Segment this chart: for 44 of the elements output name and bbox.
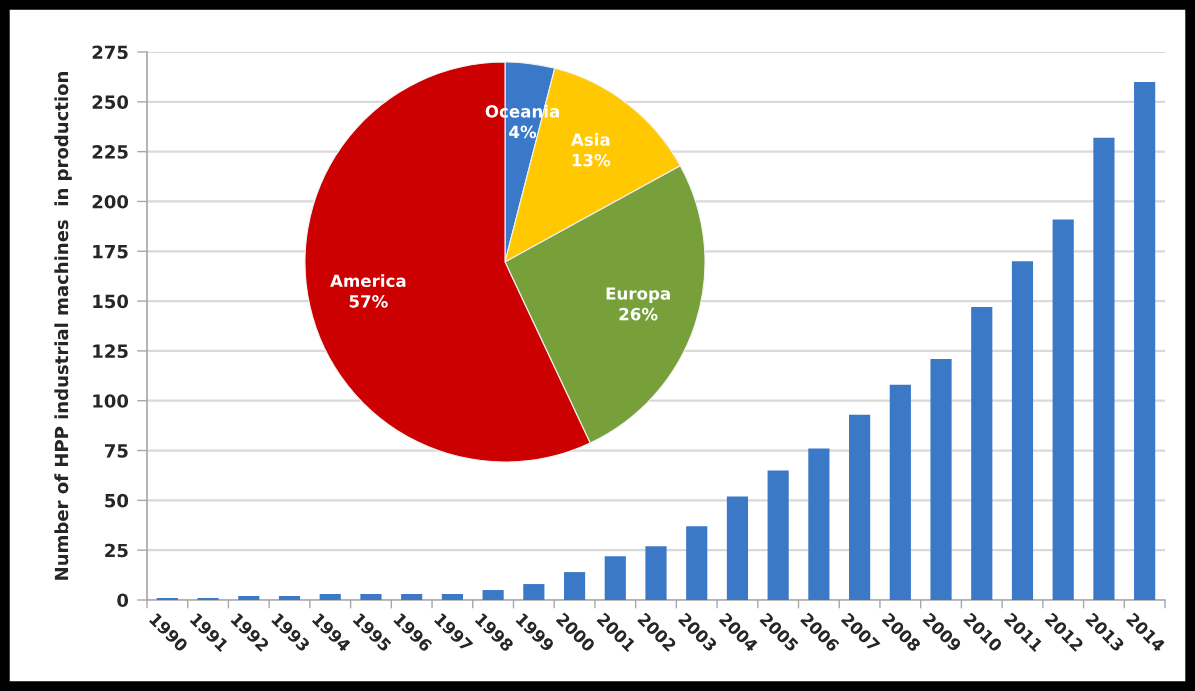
y-tick-label: 200 [92, 194, 129, 209]
data-label: 26% [619, 307, 658, 321]
slice-label: Europa [606, 287, 670, 304]
slice-label: America [330, 274, 406, 288]
slice-label: Oceania [485, 104, 559, 118]
y-tick-label: 175 [93, 244, 128, 259]
bar [645, 546, 667, 600]
bar [482, 590, 504, 600]
slice-label: Asia [571, 133, 610, 146]
bar [360, 594, 382, 600]
bar [441, 594, 463, 600]
bar [930, 358, 952, 600]
y-tick-label: 125 [93, 344, 128, 359]
bar [808, 448, 830, 600]
bar [1134, 81, 1156, 600]
bar [726, 496, 749, 600]
y-tick-label: 50 [105, 493, 129, 508]
bar [563, 572, 586, 600]
y-tick-label: 75 [105, 444, 128, 458]
bar [1093, 137, 1115, 600]
bar [523, 584, 545, 600]
bar [889, 384, 911, 600]
bar [849, 414, 871, 600]
y-tick-label: 250 [92, 95, 129, 109]
bar [1011, 261, 1034, 600]
bar [1052, 219, 1074, 600]
bar [401, 594, 423, 600]
data-label: 4% [509, 125, 537, 139]
data-label: 13% [572, 153, 611, 167]
bar [767, 470, 789, 600]
y-tick-label: 0 [117, 593, 129, 608]
bar [971, 307, 993, 600]
y-tick-label: 25 [105, 543, 128, 558]
y-axis-title: Number of HPP industrial machines in production [54, 72, 72, 580]
y-tick-label: 225 [92, 145, 128, 159]
y-tick-label: 100 [93, 394, 129, 408]
y-tick-label: 150 [93, 294, 129, 309]
bar [686, 526, 708, 600]
bar [278, 596, 301, 600]
bar [238, 596, 260, 600]
y-tick-label: 275 [92, 45, 128, 60]
data-label: 57% [349, 295, 388, 308]
bar [319, 594, 341, 600]
bar [604, 556, 626, 600]
